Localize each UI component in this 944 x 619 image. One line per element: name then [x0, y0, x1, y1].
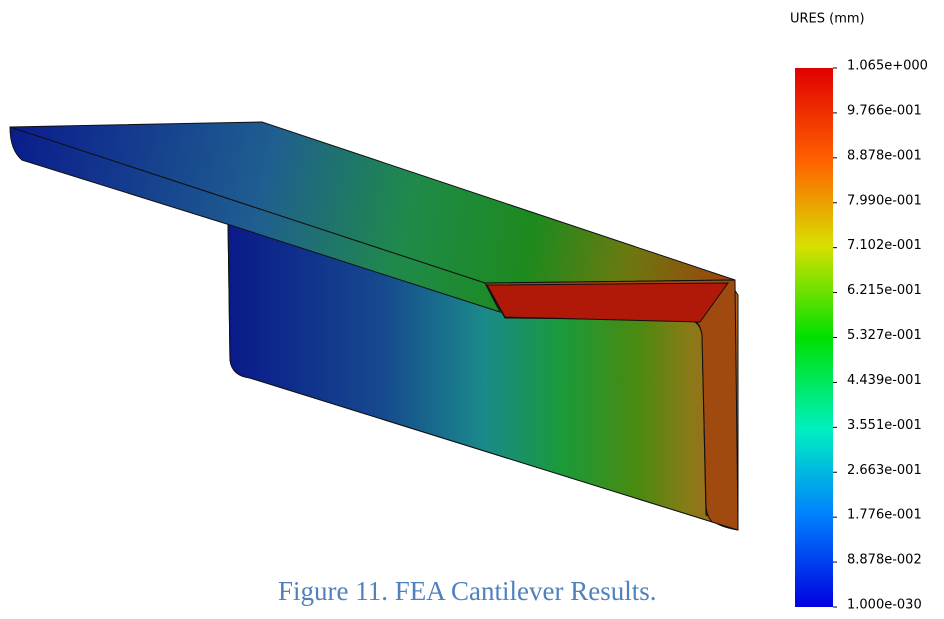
tick-label: 1.000e-030 — [847, 598, 922, 613]
legend-ticks: 1.065e+000 9.766e-001 8.878e-001 7.990e-001… — [833, 59, 928, 613]
tick-label: 2.663e-001 — [847, 463, 922, 478]
tick-label: 8.878e-002 — [847, 553, 922, 568]
tick-label: 5.327e-001 — [847, 328, 922, 343]
legend-title: URES (mm) — [790, 12, 865, 27]
tick-label: 8.878e-001 — [847, 148, 922, 163]
model — [10, 122, 738, 530]
tick-label: 3.551e-001 — [847, 418, 922, 433]
tick-label: 4.439e-001 — [847, 373, 922, 388]
fea-figure: URES (mm) 1.065e+000 9.766e-001 8.878e-001… — [0, 0, 944, 619]
tick-label: 7.990e-001 — [847, 193, 922, 208]
color-bar — [795, 68, 833, 607]
tick-label: 9.766e-001 — [847, 103, 922, 118]
end-face-top — [487, 283, 728, 322]
tick-label: 1.776e-001 — [847, 508, 922, 523]
caption: Figure 11. FEA Cantilever Results. — [278, 576, 656, 606]
tick-label: 1.065e+000 — [847, 59, 928, 74]
tick-label: 7.102e-001 — [847, 238, 922, 253]
tick-label: 6.215e-001 — [847, 283, 922, 298]
